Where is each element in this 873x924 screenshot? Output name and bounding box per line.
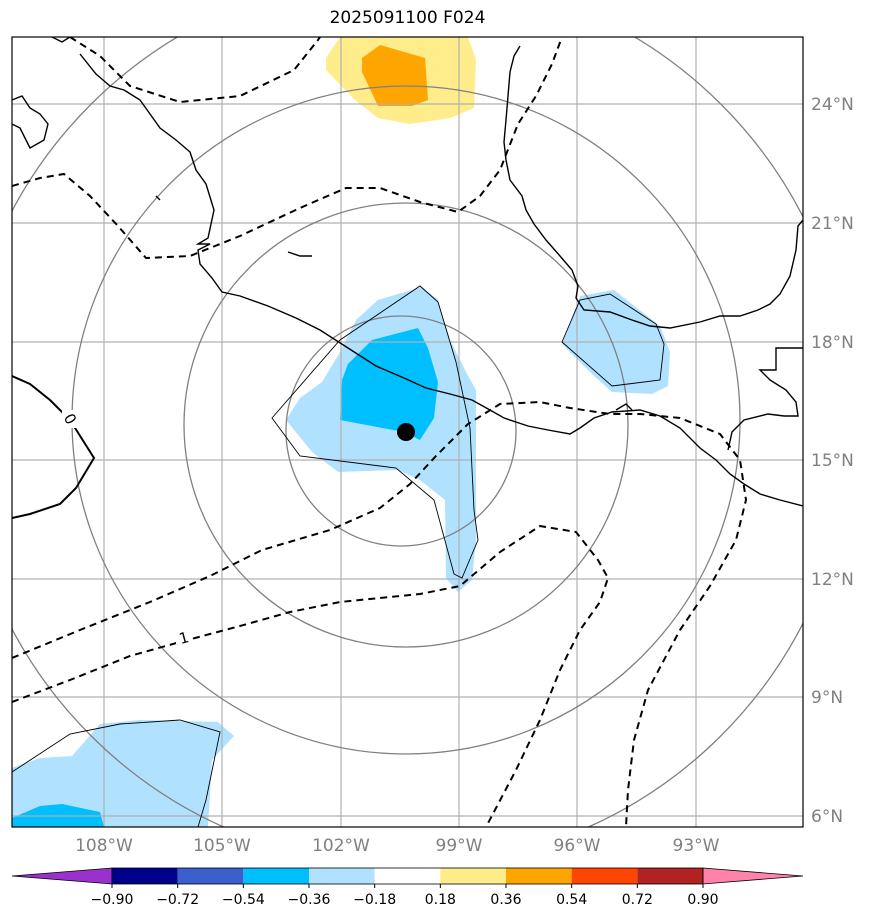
- contour-label-bg: [176, 628, 192, 646]
- contour-label-bg: [62, 410, 78, 428]
- colorbar-segment: [637, 868, 703, 884]
- colorbar-segment: [177, 868, 244, 884]
- colorbar-tick-label: −0.72: [156, 892, 199, 908]
- lon-label-93w: 93°W: [673, 836, 720, 856]
- colorbar-tick-label: 0.90: [687, 892, 718, 908]
- lon-label-96w: 96°W: [554, 836, 601, 856]
- colorbar-segment: [243, 868, 309, 884]
- colorbar-extend-high: [702, 867, 804, 885]
- lat-label-18n: 18°N: [811, 333, 854, 353]
- colorbar-tick-label: 0.18: [425, 892, 456, 908]
- lat-label-6n: 6°N: [811, 807, 843, 827]
- colorbar-segment: [440, 868, 506, 884]
- positive-anomaly-strong: [362, 45, 428, 106]
- region-outline: [12, 285, 665, 827]
- shaded-field: [12, 37, 670, 827]
- colorbar-segment: [309, 868, 375, 884]
- lat-label-24n: 24°N: [811, 95, 854, 115]
- negative-anomaly-southwest: [12, 720, 234, 827]
- longitude-labels: 108°W 105°W 102°W 99°W 96°W 93°W: [75, 836, 720, 856]
- map-title: 2025091100 F024: [329, 8, 486, 28]
- latitude-labels: 24°N 21°N 18°N 15°N 12°N 9°N 6°N: [811, 95, 854, 827]
- graticule: [12, 37, 803, 827]
- negative-anomaly-medium: [340, 328, 438, 440]
- zero-contour: [12, 375, 96, 519]
- coastline: [12, 37, 803, 507]
- colorbar-tick-label: 0.54: [556, 892, 587, 908]
- contour-label-one: 1: [177, 628, 191, 648]
- map-frame: [11, 36, 804, 828]
- colorbar-tick-label: 0.36: [490, 892, 521, 908]
- colorbar-segment: [112, 868, 178, 884]
- lon-label-108w: 108°W: [75, 836, 133, 856]
- lat-label-21n: 21°N: [811, 214, 854, 234]
- lat-label-12n: 12°N: [811, 570, 854, 590]
- lon-label-99w: 99°W: [436, 836, 483, 856]
- colorbar-border: [111, 867, 704, 885]
- colorbar-segment: [374, 868, 441, 884]
- dashed-contours: [12, 37, 748, 827]
- colorbar-tick-label: −0.54: [222, 892, 265, 908]
- colorbar-segment: [506, 868, 572, 884]
- lat-label-9n: 9°N: [811, 688, 843, 708]
- colorbar-tick-label: −0.36: [288, 892, 331, 908]
- storm-center-marker: [397, 423, 415, 441]
- colorbar-tick-label: −0.18: [353, 892, 396, 908]
- lon-label-102w: 102°W: [312, 836, 370, 856]
- colorbar: −0.90 −0.72 −0.54 −0.36 −0.18 0.18 0.36 0.54 0.7…: [11, 867, 804, 908]
- colorbar-extend-low: [11, 867, 113, 885]
- map-content: 0 1: [12, 37, 803, 827]
- colorbar-tick-label: 0.72: [622, 892, 653, 908]
- colorbar-segment: [571, 868, 638, 884]
- lon-label-105w: 105°W: [193, 836, 251, 856]
- lat-label-15n: 15°N: [811, 451, 854, 471]
- colorbar-tick-label: −0.90: [91, 892, 134, 908]
